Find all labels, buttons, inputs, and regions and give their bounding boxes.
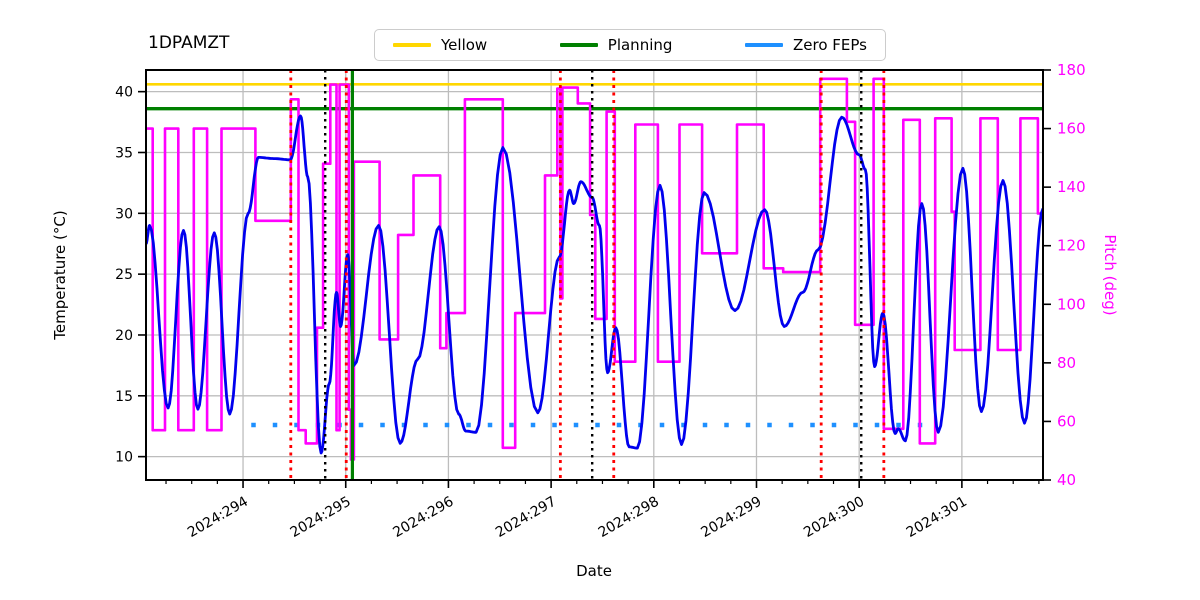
y-tick-label-right: 160: [1057, 120, 1086, 138]
y-tick-label-left: 25: [115, 267, 133, 283]
legend-item-zero-feps: Zero FEPs: [745, 36, 867, 54]
event-vlines: [289, 70, 886, 480]
x-tick-label: 2024:296: [390, 494, 456, 541]
y-tick-label-right: 100: [1057, 295, 1086, 313]
limit-lines: [146, 83, 1043, 111]
tick-labels: 2024:294 2024:295 2024:296 2024:297 2024:298…: [115, 61, 1085, 541]
x-tick-label: 2024:294: [185, 494, 251, 541]
y-tick-label-left: 10: [115, 450, 133, 466]
y-tick-label-right: 140: [1057, 178, 1086, 196]
y-tick-label-left: 30: [115, 206, 133, 222]
y-tick-label-right: 80: [1057, 354, 1076, 372]
legend-item-yellow: Yellow: [393, 36, 487, 54]
x-tick-label: 2024:299: [698, 494, 764, 541]
y-tick-label-left: 40: [115, 85, 133, 101]
y-axis-label-left: Temperature (°C): [51, 210, 69, 340]
y-axis-label-right: Pitch (deg): [1101, 234, 1119, 316]
legend-label: Yellow: [441, 36, 488, 54]
data-series: [146, 77, 1043, 461]
legend-item-planning: Planning: [559, 36, 673, 54]
y-tick-label-right: 40: [1057, 471, 1076, 489]
legend: Yellow Planning Zero FEPs: [374, 29, 886, 61]
chart-title: 1DPAMZT: [148, 33, 230, 53]
x-tick-label: 2024:297: [493, 494, 559, 541]
y-tick-label-left: 20: [115, 328, 133, 344]
planning-line-swatch: [559, 43, 598, 47]
zero-feps-line-swatch: [745, 43, 783, 47]
x-tick-label: 2024:298: [596, 494, 662, 541]
axes-spines-ticks: [138, 69, 1051, 488]
y-tick-label-right: 60: [1057, 412, 1076, 430]
x-tick-label: 2024:295: [288, 494, 354, 541]
x-axis-label: Date: [576, 562, 612, 580]
yellow-line-swatch: [393, 43, 431, 47]
y-tick-label-right: 120: [1057, 237, 1086, 255]
y-tick-label-right: 180: [1057, 61, 1086, 79]
gridlines: [146, 70, 1043, 480]
legend-label: Zero FEPs: [793, 36, 867, 54]
x-tick-label: 2024:301: [904, 494, 970, 541]
y-tick-label-left: 35: [115, 145, 133, 161]
y-tick-label-left: 15: [115, 389, 133, 405]
x-tick-label: 2024:300: [801, 494, 867, 541]
legend-label: Planning: [607, 36, 673, 54]
